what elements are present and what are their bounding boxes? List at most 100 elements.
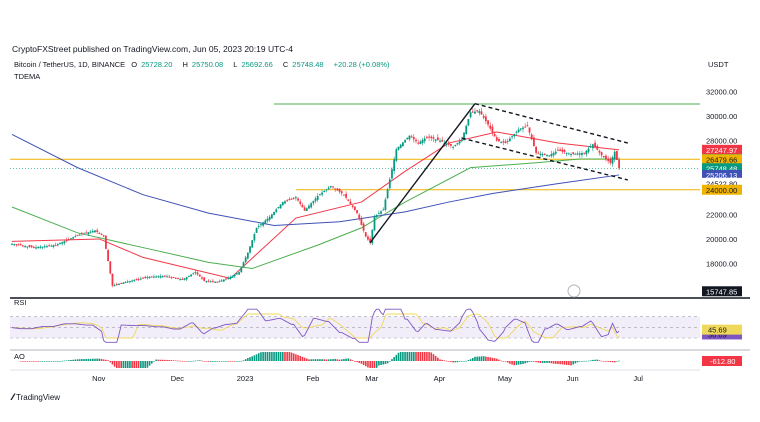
ao-bar [399, 352, 402, 361]
ao-bar [275, 352, 278, 361]
price-label: 24000.00 [706, 186, 737, 195]
ao-bar [214, 361, 216, 362]
ao-bar [113, 361, 116, 367]
ao-label[interactable]: AO [14, 352, 25, 361]
ao-bar [240, 360, 243, 362]
currency-label[interactable]: USDT [708, 60, 729, 69]
ao-bar [345, 358, 347, 361]
candle-body [207, 280, 210, 282]
candle-body [170, 277, 173, 279]
candle-body [281, 202, 284, 206]
rsi-label[interactable]: RSI [14, 298, 27, 307]
candle-body [489, 125, 492, 129]
candle-body [310, 203, 313, 208]
candle-body [35, 247, 37, 249]
candle-body [26, 246, 29, 248]
ao-bar [478, 356, 481, 361]
ao-bar [528, 361, 531, 362]
x-tick-label: 2023 [237, 374, 254, 383]
ao-bar [504, 361, 507, 362]
ao-bar [238, 361, 240, 362]
indicator-label[interactable]: TDEMA [14, 72, 41, 81]
candle-body [212, 280, 214, 282]
ao-bar [74, 359, 77, 361]
candle-body [91, 230, 94, 233]
candle-body [395, 149, 398, 161]
ao-bar [308, 359, 310, 361]
candle-body [65, 240, 68, 242]
ao-bar [122, 361, 125, 368]
candle-body [214, 281, 216, 283]
ao-bar [498, 359, 500, 361]
symbol-row: Bitcoin / TetherUS, 1D, BINANCE O 25728.2… [14, 60, 394, 69]
candle-body [476, 110, 479, 112]
ao-bar [26, 361, 29, 362]
ao-bar [67, 360, 70, 361]
candle-body [286, 200, 289, 202]
ao-bar [220, 361, 223, 362]
ao-bar [334, 358, 336, 361]
ao-bar [480, 356, 483, 361]
candle-body [174, 277, 177, 279]
ao-bar [81, 359, 83, 361]
candle-body [576, 153, 579, 155]
candle-body [572, 152, 575, 154]
ao-bar [70, 359, 72, 361]
x-tick-label: Jul [633, 374, 643, 383]
candle-body [358, 214, 361, 219]
ao-bar [284, 352, 286, 361]
ao-bar [314, 359, 317, 361]
ao-bar [135, 361, 138, 368]
candle-body [436, 137, 439, 140]
candle-body [305, 208, 308, 212]
candle-body [168, 276, 171, 278]
ao-bar [52, 361, 55, 362]
candle-body [63, 241, 66, 244]
footer-brand[interactable]: ⁄⁄ TradingView [12, 392, 60, 402]
candle-body [15, 244, 18, 246]
ao-bar [61, 360, 64, 362]
price-label-box [702, 144, 742, 155]
ao-bar [39, 361, 42, 362]
candle-body [539, 153, 542, 156]
ao-bar [98, 358, 101, 361]
ao-bar [30, 361, 33, 362]
ao-bar [616, 361, 618, 362]
ao-bar [87, 358, 90, 361]
ao-bar [552, 361, 555, 364]
ao-bar [35, 361, 37, 362]
candle-body [52, 245, 55, 247]
candle-body [613, 151, 616, 160]
candle-body [218, 281, 221, 283]
candle-body [618, 159, 620, 169]
candle-body [401, 142, 404, 147]
candle-body [13, 244, 16, 246]
candle-body [347, 199, 350, 201]
ao-bar [281, 352, 284, 361]
ao-bar [172, 360, 175, 361]
symbol-name[interactable]: Bitcoin / TetherUS, 1D, BINANCE [14, 60, 126, 69]
candle-body [161, 276, 164, 278]
ao-bar [124, 361, 127, 368]
ao-bar [76, 359, 79, 361]
ao-bar [548, 361, 551, 363]
candle-body [480, 111, 483, 115]
ao-bar [417, 352, 419, 361]
ao-bar [161, 359, 164, 361]
candle-body [594, 142, 596, 148]
candle-body [415, 139, 417, 142]
candle-body [183, 278, 186, 280]
ao-bar [118, 361, 120, 368]
candle-body [343, 194, 345, 196]
ao-bar [384, 361, 387, 364]
candle-body [598, 150, 601, 153]
candle-body [367, 236, 369, 240]
candle-body [430, 136, 433, 139]
candle-body [377, 213, 380, 215]
candle-body [541, 154, 544, 156]
price-label: 25748.48 [706, 164, 737, 173]
ao-bar [517, 361, 520, 365]
candle-body [450, 143, 452, 146]
candle-body [386, 189, 389, 199]
